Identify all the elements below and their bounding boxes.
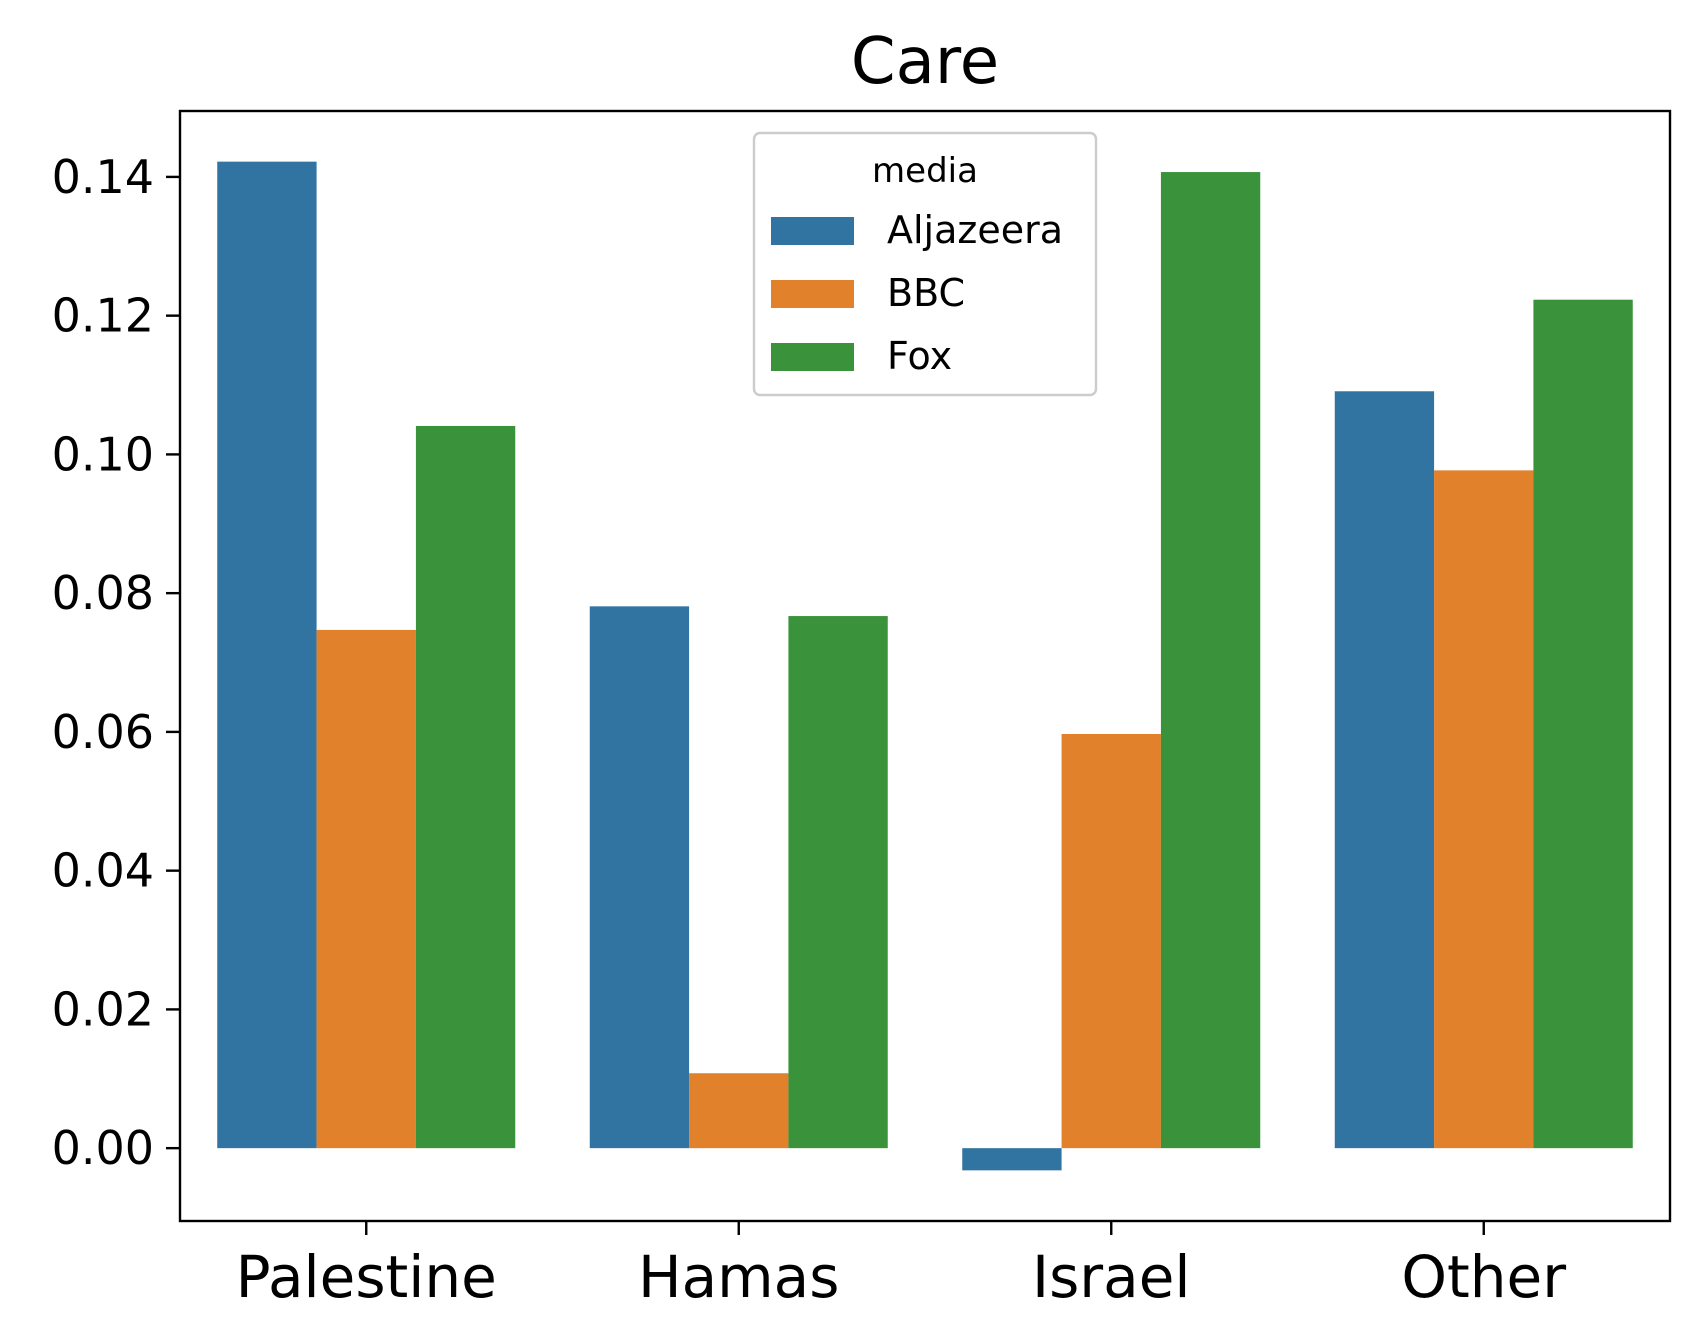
plot-frame xyxy=(178,109,1672,1223)
bar-aljazeera-other xyxy=(1334,391,1435,1149)
bar-aljazeera-hamas xyxy=(589,606,690,1149)
legend-box xyxy=(752,131,1098,397)
bar-bbc-hamas xyxy=(689,1073,789,1149)
x-tick-label: Israel xyxy=(1032,1243,1191,1311)
legend-swatch-bbc xyxy=(771,280,854,308)
y-tick-label: 0.04 xyxy=(52,844,154,898)
bar-fox-hamas xyxy=(788,616,888,1149)
x-tick-label: Other xyxy=(1401,1243,1566,1311)
x-tick-label: Hamas xyxy=(638,1243,839,1311)
legend-swatch-aljazeera xyxy=(771,217,854,245)
legend: media Aljazeera BBC Fox xyxy=(752,131,1098,397)
legend-items: Aljazeera BBC Fox xyxy=(771,208,1063,378)
bar-fox-other xyxy=(1533,299,1633,1149)
y-tick-label: 0.12 xyxy=(52,289,154,343)
bar-aljazeera-israel xyxy=(962,1148,1062,1171)
bar-fox-palestine xyxy=(415,425,516,1149)
bars-layer xyxy=(217,161,1633,1171)
bar-aljazeera-palestine xyxy=(217,161,317,1149)
x-tick-label: Palestine xyxy=(236,1243,497,1311)
y-axis: 0.00 0.02 0.04 0.06 0.08 0.10 0.12 0.14 xyxy=(52,150,180,1175)
x-axis: Palestine Hamas Israel Other xyxy=(236,1221,1566,1311)
legend-label-bbc: BBC xyxy=(887,271,965,315)
y-tick-label: 0.08 xyxy=(52,566,154,620)
y-tick-label: 0.00 xyxy=(52,1121,154,1175)
bar-bbc-palestine xyxy=(316,629,416,1149)
bar-bbc-other xyxy=(1434,470,1534,1149)
bar-fox-israel xyxy=(1160,172,1261,1149)
legend-label-fox: Fox xyxy=(887,334,952,378)
legend-title: media xyxy=(872,151,978,191)
y-tick-label: 0.02 xyxy=(52,982,154,1036)
bar-bbc-israel xyxy=(1061,733,1161,1149)
legend-swatch-fox xyxy=(771,343,854,371)
y-tick-label: 0.10 xyxy=(52,427,154,481)
chart-title: Care xyxy=(851,25,999,99)
legend-label-aljazeera: Aljazeera xyxy=(887,208,1063,252)
y-tick-label: 0.14 xyxy=(52,150,154,204)
y-tick-label: 0.06 xyxy=(52,705,154,759)
